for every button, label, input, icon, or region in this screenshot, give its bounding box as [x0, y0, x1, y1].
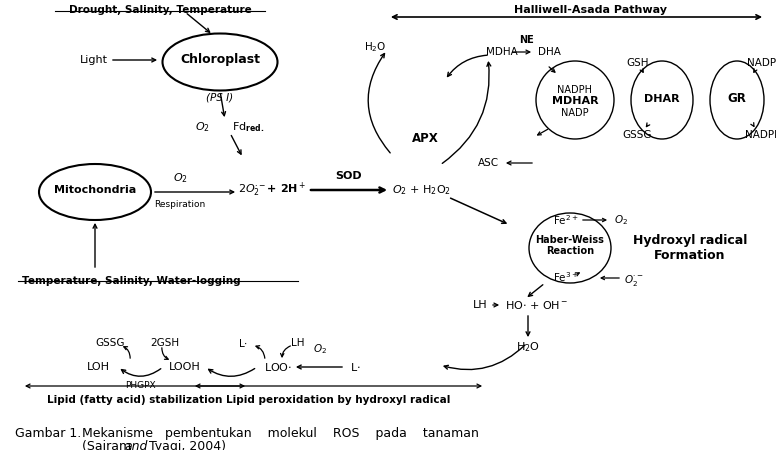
Text: 2GSH: 2GSH	[151, 338, 179, 348]
Text: LOO$\cdot$: LOO$\cdot$	[264, 361, 292, 373]
Text: Fe$^{3+}$: Fe$^{3+}$	[553, 270, 579, 284]
Text: Lipid (fatty acid) stabilization: Lipid (fatty acid) stabilization	[47, 395, 223, 405]
Text: LH: LH	[473, 300, 487, 310]
Text: Chloroplast: Chloroplast	[180, 54, 260, 67]
Text: H$_2$O: H$_2$O	[516, 340, 540, 354]
Text: ASC: ASC	[477, 158, 498, 168]
Text: Lipid peroxidation by hydroxyl radical: Lipid peroxidation by hydroxyl radical	[226, 395, 450, 405]
Text: Respiration: Respiration	[154, 200, 206, 209]
Text: MDHAR: MDHAR	[552, 96, 598, 106]
Text: H$_2$O: H$_2$O	[363, 40, 386, 54]
Text: Mitochondria: Mitochondria	[54, 185, 136, 195]
Text: SOD: SOD	[336, 171, 362, 181]
Text: Fd$_{\mathbf{red.}}$: Fd$_{\mathbf{red.}}$	[232, 120, 265, 134]
Text: and: and	[124, 440, 147, 450]
Text: DHA: DHA	[538, 47, 561, 57]
Text: Mekanisme   pembentukan    molekul    ROS    pada    tanaman: Mekanisme pembentukan molekul ROS pada t…	[82, 427, 479, 440]
Text: Drought, Salinity, Temperature: Drought, Salinity, Temperature	[68, 5, 251, 15]
Text: Fe$^{2+}$: Fe$^{2+}$	[553, 213, 579, 227]
Text: Hydroxyl radical
Formation: Hydroxyl radical Formation	[632, 234, 747, 262]
Text: Tyagi, 2004): Tyagi, 2004)	[145, 440, 226, 450]
Text: NE: NE	[520, 35, 535, 45]
Text: LH: LH	[291, 338, 305, 348]
Text: GSH: GSH	[627, 58, 650, 68]
Text: (Sairam: (Sairam	[82, 440, 135, 450]
Text: Light: Light	[80, 55, 108, 65]
Text: (PS I): (PS I)	[206, 92, 234, 102]
Text: Temperature, Salinity, Water-logging: Temperature, Salinity, Water-logging	[22, 276, 241, 286]
Text: NADPH: NADPH	[744, 130, 776, 140]
Text: L$\cdot$: L$\cdot$	[238, 337, 248, 349]
Text: Haber-Weiss: Haber-Weiss	[535, 235, 605, 245]
Text: NADPH: NADPH	[557, 85, 593, 95]
Text: GSSG: GSSG	[95, 338, 125, 348]
Text: L$\cdot$: L$\cdot$	[350, 361, 360, 373]
Text: $O_2$: $O_2$	[614, 213, 628, 227]
Text: $O_2$: $O_2$	[195, 120, 210, 134]
Text: $2O_2^{\cdot-}$+ 2H$^+$: $2O_2^{\cdot-}$+ 2H$^+$	[237, 181, 307, 199]
Text: HO$\cdot$ + OH$^-$: HO$\cdot$ + OH$^-$	[505, 299, 569, 311]
Text: $O_2^{\cdot-}$: $O_2^{\cdot-}$	[624, 273, 644, 288]
Text: NADP: NADP	[747, 58, 776, 68]
Text: $O_2$: $O_2$	[313, 342, 327, 356]
Text: APX: APX	[411, 131, 438, 144]
Text: Reaction: Reaction	[546, 246, 594, 256]
Text: $O_2$: $O_2$	[172, 171, 188, 185]
Text: LOH: LOH	[86, 362, 109, 372]
Text: PHGPX: PHGPX	[125, 381, 155, 390]
Text: LOOH: LOOH	[169, 362, 201, 372]
Text: $O_2$ + H$_2$O$_2$: $O_2$ + H$_2$O$_2$	[392, 183, 451, 197]
Text: Halliwell-Asada Pathway: Halliwell-Asada Pathway	[514, 5, 667, 15]
Text: DHAR: DHAR	[644, 94, 680, 104]
Text: GSSG: GSSG	[622, 130, 652, 140]
Text: MDHA: MDHA	[486, 47, 518, 57]
Text: GR: GR	[728, 93, 747, 105]
Text: NADP: NADP	[561, 108, 589, 118]
Text: Gambar 1.: Gambar 1.	[15, 427, 81, 440]
